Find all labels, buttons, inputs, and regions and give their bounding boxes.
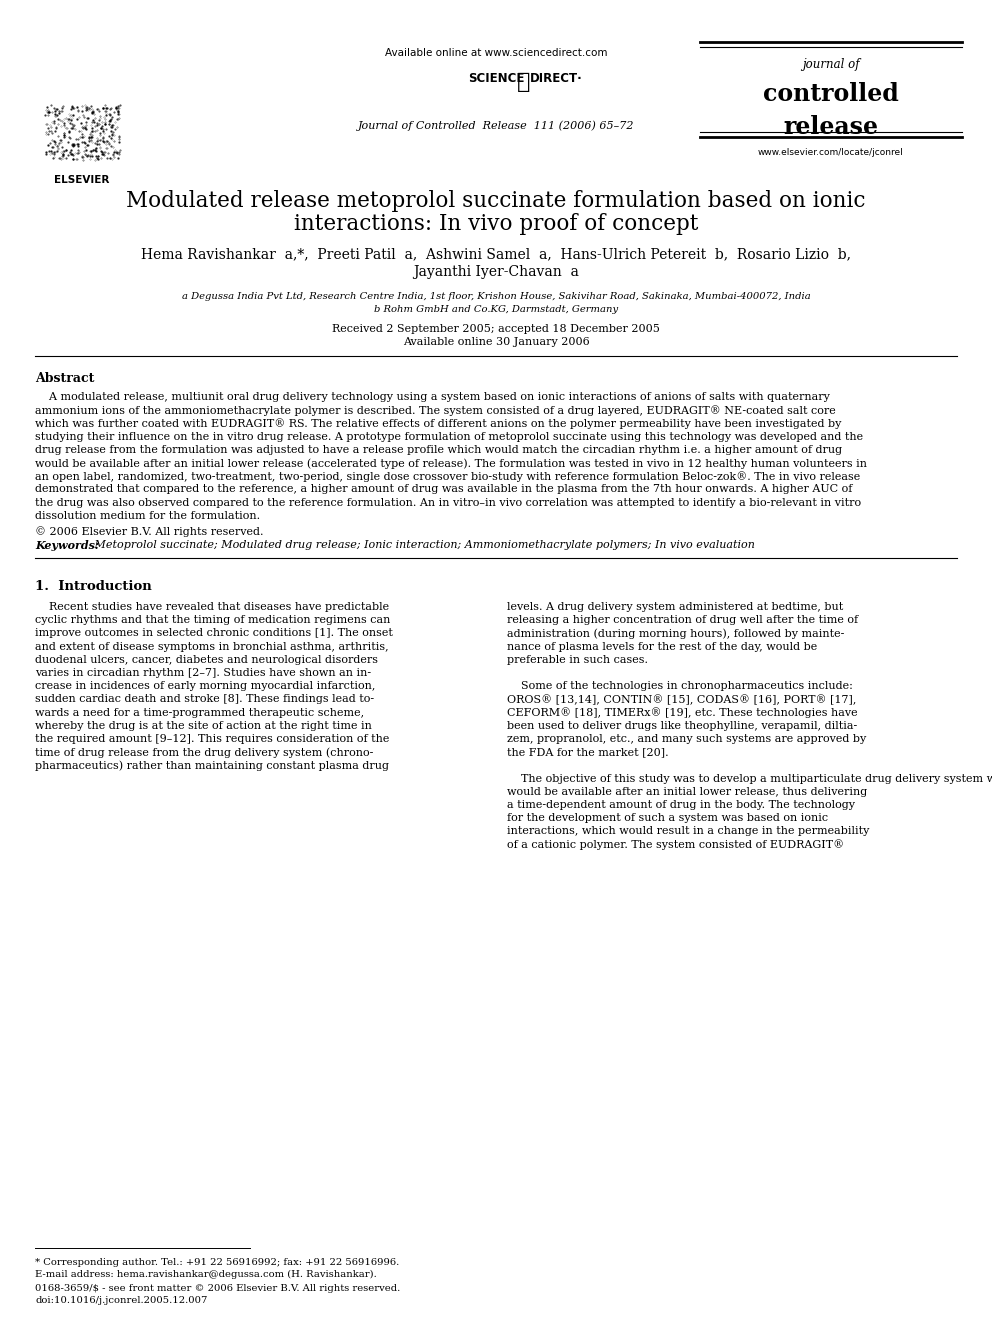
Text: which was further coated with EUDRAGIT® RS. The relative effects of different an: which was further coated with EUDRAGIT® … (35, 418, 841, 429)
Text: doi:10.1016/j.jconrel.2005.12.007: doi:10.1016/j.jconrel.2005.12.007 (35, 1297, 207, 1304)
Text: ELSEVIER: ELSEVIER (55, 175, 110, 185)
Text: OROS® [13,14], CONTIN® [15], CODAS® [16], PORT® [17],: OROS® [13,14], CONTIN® [15], CODAS® [16]… (507, 695, 856, 705)
Text: zem, propranolol, etc., and many such systems are approved by: zem, propranolol, etc., and many such sy… (507, 734, 866, 744)
Text: a Degussa India Pvt Ltd, Research Centre India, 1st floor, Krishon House, Sakivi: a Degussa India Pvt Ltd, Research Centre… (182, 292, 810, 302)
Text: ammonium ions of the ammoniomethacrylate polymer is described. The system consis: ammonium ions of the ammoniomethacrylate… (35, 405, 835, 415)
Text: for the development of such a system was based on ionic: for the development of such a system was… (507, 814, 828, 823)
Text: levels. A drug delivery system administered at bedtime, but: levels. A drug delivery system administe… (507, 602, 843, 613)
Text: Available online 30 January 2006: Available online 30 January 2006 (403, 337, 589, 347)
Text: wards a need for a time-programmed therapeutic scheme,: wards a need for a time-programmed thera… (35, 708, 364, 717)
Text: Received 2 September 2005; accepted 18 December 2005: Received 2 September 2005; accepted 18 D… (332, 324, 660, 333)
Text: would be available after an initial lower release, thus delivering: would be available after an initial lowe… (507, 787, 867, 796)
Text: Jayanthi Iyer-Chavan  a: Jayanthi Iyer-Chavan a (413, 265, 579, 279)
Text: drug release from the formulation was adjusted to have a release profile which w: drug release from the formulation was ad… (35, 445, 842, 455)
Text: varies in circadian rhythm [2–7]. Studies have shown an in-: varies in circadian rhythm [2–7]. Studie… (35, 668, 371, 677)
Text: improve outcomes in selected chronic conditions [1]. The onset: improve outcomes in selected chronic con… (35, 628, 393, 639)
Text: an open label, randomized, two-treatment, two-period, single dose crossover bio-: an open label, randomized, two-treatment… (35, 471, 860, 482)
Text: Some of the technologies in chronopharmaceutics include:: Some of the technologies in chronopharma… (507, 681, 853, 691)
Text: been used to deliver drugs like theophylline, verapamil, diltia-: been used to deliver drugs like theophyl… (507, 721, 857, 730)
Text: crease in incidences of early morning myocardial infarction,: crease in incidences of early morning my… (35, 681, 375, 691)
Text: E-mail address: hema.ravishankar@degussa.com (H. Ravishankar).: E-mail address: hema.ravishankar@degussa… (35, 1270, 377, 1279)
Text: pharmaceutics) rather than maintaining constant plasma drug: pharmaceutics) rather than maintaining c… (35, 761, 389, 771)
Text: The objective of this study was to develop a multiparticulate drug delivery syst: The objective of this study was to devel… (507, 774, 992, 783)
Text: © 2006 Elsevier B.V. All rights reserved.: © 2006 Elsevier B.V. All rights reserved… (35, 527, 264, 537)
Text: time of drug release from the drug delivery system (chrono-: time of drug release from the drug deliv… (35, 747, 373, 758)
Text: A modulated release, multiunit oral drug delivery technology using a system base: A modulated release, multiunit oral drug… (35, 392, 830, 402)
Text: releasing a higher concentration of drug well after the time of: releasing a higher concentration of drug… (507, 615, 858, 626)
Text: dissolution medium for the formulation.: dissolution medium for the formulation. (35, 511, 260, 521)
Text: SCIENCE: SCIENCE (468, 71, 524, 85)
Text: administration (during morning hours), followed by mainte-: administration (during morning hours), f… (507, 628, 844, 639)
Text: DIRECT·: DIRECT· (530, 71, 582, 85)
Text: sudden cardiac death and stroke [8]. These findings lead to-: sudden cardiac death and stroke [8]. The… (35, 695, 374, 704)
Text: the FDA for the market [20].: the FDA for the market [20]. (507, 747, 669, 757)
Text: preferable in such cases.: preferable in such cases. (507, 655, 648, 664)
Text: Metoprolol succinate; Modulated drug release; Ionic interaction; Ammoniomethacry: Metoprolol succinate; Modulated drug rel… (91, 540, 755, 550)
Text: www.elsevier.com/locate/jconrel: www.elsevier.com/locate/jconrel (758, 148, 904, 157)
Text: 1.  Introduction: 1. Introduction (35, 579, 152, 593)
Bar (35, 89, 130, 168)
Text: interactions: In vivo proof of concept: interactions: In vivo proof of concept (294, 213, 698, 235)
Text: journal of: journal of (803, 58, 860, 71)
Text: whereby the drug is at the site of action at the right time in: whereby the drug is at the site of actio… (35, 721, 372, 730)
Text: 0168-3659/$ - see front matter © 2006 Elsevier B.V. All rights reserved.: 0168-3659/$ - see front matter © 2006 El… (35, 1285, 400, 1293)
Text: the required amount [9–12]. This requires consideration of the: the required amount [9–12]. This require… (35, 734, 390, 744)
Text: CEFORM® [18], TIMERx® [19], etc. These technologies have: CEFORM® [18], TIMERx® [19], etc. These t… (507, 708, 858, 718)
Text: demonstrated that compared to the reference, a higher amount of drug was availab: demonstrated that compared to the refere… (35, 484, 852, 495)
Text: duodenal ulcers, cancer, diabetes and neurological disorders: duodenal ulcers, cancer, diabetes and ne… (35, 655, 378, 664)
Text: controlled: controlled (763, 82, 899, 106)
Text: b Rohm GmbH and Co.KG, Darmstadt, Germany: b Rohm GmbH and Co.KG, Darmstadt, German… (374, 306, 618, 314)
Text: Abstract: Abstract (35, 372, 94, 385)
Text: would be available after an initial lower release (accelerated type of release).: would be available after an initial lowe… (35, 458, 867, 468)
Text: Keywords:: Keywords: (35, 540, 99, 550)
Text: Recent studies have revealed that diseases have predictable: Recent studies have revealed that diseas… (35, 602, 389, 613)
Text: Hema Ravishankar  a,*,  Preeti Patil  a,  Ashwini Samel  a,  Hans-Ulrich Peterei: Hema Ravishankar a,*, Preeti Patil a, As… (141, 247, 851, 261)
Text: * Corresponding author. Tel.: +91 22 56916992; fax: +91 22 56916996.: * Corresponding author. Tel.: +91 22 569… (35, 1258, 399, 1267)
Text: studying their influence on the in vitro drug release. A prototype formulation o: studying their influence on the in vitro… (35, 431, 863, 442)
Text: ⓐ: ⓐ (517, 71, 531, 93)
Text: Available online at www.sciencedirect.com: Available online at www.sciencedirect.co… (385, 48, 607, 58)
Text: and extent of disease symptoms in bronchial asthma, arthritis,: and extent of disease symptoms in bronch… (35, 642, 389, 652)
Text: release: release (784, 115, 879, 139)
Text: of a cationic polymer. The system consisted of EUDRAGIT®: of a cationic polymer. The system consis… (507, 840, 844, 851)
Text: a time-dependent amount of drug in the body. The technology: a time-dependent amount of drug in the b… (507, 800, 855, 810)
Text: the drug was also observed compared to the reference formulation. An in vitro–in: the drug was also observed compared to t… (35, 497, 861, 508)
Text: interactions, which would result in a change in the permeability: interactions, which would result in a ch… (507, 827, 869, 836)
Text: cyclic rhythms and that the timing of medication regimens can: cyclic rhythms and that the timing of me… (35, 615, 391, 626)
Text: Modulated release metoprolol succinate formulation based on ionic: Modulated release metoprolol succinate f… (126, 191, 866, 212)
Text: Journal of Controlled  Release  111 (2006) 65–72: Journal of Controlled Release 111 (2006)… (358, 120, 634, 131)
Text: nance of plasma levels for the rest of the day, would be: nance of plasma levels for the rest of t… (507, 642, 817, 652)
